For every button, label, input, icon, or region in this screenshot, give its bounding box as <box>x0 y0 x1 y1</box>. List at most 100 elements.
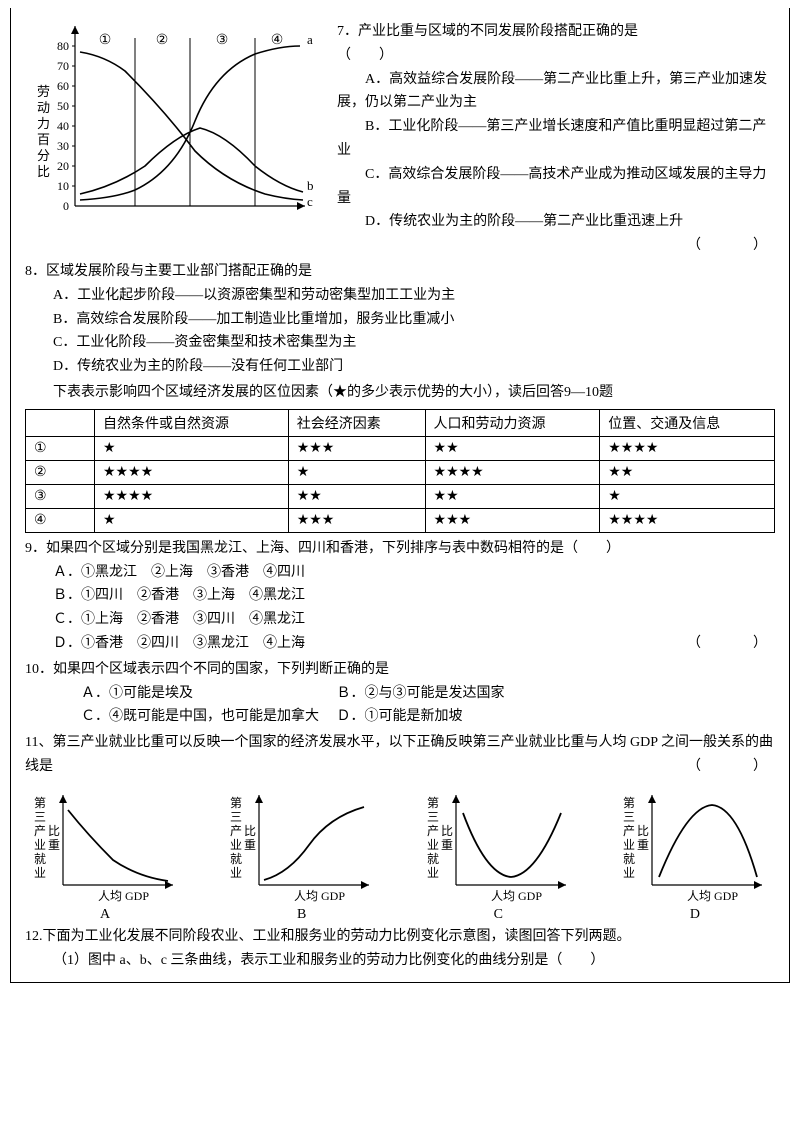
opt-label-a: A <box>25 907 185 923</box>
q9-d: Ｄ．①香港 ②四川 ③黑龙江 ④上海 <box>53 636 305 651</box>
intro-9-10: 下表表示影响四个区域经济发展的区位因素（★的多少表示优势的大小），读后回答9—1… <box>25 381 775 405</box>
table-cell: ★★★★ <box>425 460 600 484</box>
table-cell: ★★★★ <box>600 508 775 532</box>
q9-paren: （ ） <box>659 632 775 656</box>
svg-text:三: 三 <box>623 810 635 824</box>
q9-a: Ａ．①黑龙江 ②上海 ③香港 ④四川 <box>25 561 775 585</box>
opt-label-d: D <box>615 907 775 923</box>
table-cell: ③ <box>26 484 95 508</box>
table-cell: ★★★★ <box>600 436 775 460</box>
svg-text:比: 比 <box>48 824 60 838</box>
svg-text:劳: 劳 <box>37 84 50 99</box>
q9-b: Ｂ．①四川 ②香港 ③上海 ④黑龙江 <box>25 584 775 608</box>
svg-text:40: 40 <box>57 119 69 133</box>
svg-text:①: ① <box>99 33 112 48</box>
svg-text:业: 业 <box>427 838 439 852</box>
table-cell: ★★★ <box>425 508 600 532</box>
svg-text:比: 比 <box>37 164 50 179</box>
th-econ: 社会经济因素 <box>288 409 425 436</box>
question-11: 11、第三产业就业比重可以反映一个国家的经济发展水平，以下正确反映第三产业就业比… <box>25 731 775 779</box>
svg-text:c: c <box>307 194 313 209</box>
svg-text:分: 分 <box>37 148 50 163</box>
question-12: 12.下面为工业化发展不同阶段农业、工业和服务业的劳动力比例变化示意图，读图回答… <box>25 925 775 973</box>
svg-text:70: 70 <box>57 59 69 73</box>
svg-text:重: 重 <box>48 838 60 852</box>
svg-text:业: 业 <box>230 866 242 880</box>
q9-c: Ｃ．①上海 ②香港 ③四川 ④黑龙江 <box>25 608 775 632</box>
svg-text:业: 业 <box>427 866 439 880</box>
q7-paren: （ ） <box>337 48 393 63</box>
svg-text:业: 业 <box>230 838 242 852</box>
svg-text:就: 就 <box>230 852 242 866</box>
svg-text:人均 GDP: 人均 GDP <box>98 889 149 903</box>
svg-text:产: 产 <box>230 824 242 838</box>
q8-b: B．高效综合发展阶段——加工制造业比重增加，服务业比重减小 <box>25 308 775 332</box>
table-cell: ★ <box>95 436 289 460</box>
opt-label-c: C <box>418 907 578 923</box>
th-pop: 人口和劳动力资源 <box>425 409 600 436</box>
th-loc: 位置、交通及信息 <box>600 409 775 436</box>
svg-text:产: 产 <box>427 824 439 838</box>
table-cell: ★★ <box>600 460 775 484</box>
svg-text:三: 三 <box>230 810 242 824</box>
q12-sub1: （1）图中 a、b、c 三条曲线，表示工业和服务业的劳动力比例变化的曲线分别是（… <box>25 949 775 973</box>
svg-text:50: 50 <box>57 99 69 113</box>
table-cell: ★★ <box>425 484 600 508</box>
svg-text:就: 就 <box>427 852 439 866</box>
table-row: ①★★★★★★★★★★ <box>26 436 775 460</box>
question-9: 9．如果四个区域分别是我国黑龙江、上海、四川和香港，下列排序与表中数码相符的是（… <box>25 537 775 656</box>
svg-text:60: 60 <box>57 79 69 93</box>
svg-text:业: 业 <box>34 866 46 880</box>
mini-chart-a: 第三产业就业 比重 人均 GDP A <box>25 785 185 923</box>
svg-text:重: 重 <box>244 838 256 852</box>
q10-b: Ｂ．②与③可能是发达国家 <box>337 686 505 701</box>
svg-text:20: 20 <box>57 159 69 173</box>
svg-text:产: 产 <box>623 824 635 838</box>
svg-text:第: 第 <box>427 796 439 810</box>
q10-c: Ｃ．④既可能是中国，也可能是加拿大 <box>53 705 333 729</box>
svg-text:a: a <box>307 32 313 47</box>
q7-stem: 7．产业比重与区域的不同发展阶段搭配正确的是 <box>337 24 638 39</box>
svg-text:动: 动 <box>37 100 50 115</box>
table-cell: ★★ <box>425 436 600 460</box>
svg-text:第: 第 <box>34 796 46 810</box>
svg-text:30: 30 <box>57 139 69 153</box>
question-8: 8．区域发展阶段与主要工业部门搭配正确的是 A．工业化起步阶段——以资源密集型和… <box>25 260 775 379</box>
svg-text:0: 0 <box>63 199 69 213</box>
q12-stem: 12.下面为工业化发展不同阶段农业、工业和服务业的劳动力比例变化示意图，读图回答… <box>25 925 775 949</box>
table-cell: ★ <box>288 460 425 484</box>
svg-text:三: 三 <box>427 810 439 824</box>
q8-d: D．传统农业为主的阶段——没有任何工业部门 <box>25 355 775 379</box>
mini-chart-c: 第三产业就业 比重 人均 GDP C <box>418 785 578 923</box>
table-cell: ★ <box>95 508 289 532</box>
q7-c: C．高效综合发展阶段——高技术产业成为推动区域发展的主导力量 <box>337 167 766 206</box>
svg-text:b: b <box>307 178 314 193</box>
q11-stem: 11、第三产业就业比重可以反映一个国家的经济发展水平，以下正确反映第三产业就业比… <box>25 735 773 774</box>
th-blank <box>26 409 95 436</box>
svg-text:产: 产 <box>34 824 46 838</box>
svg-text:业: 业 <box>623 866 635 880</box>
q10-a: Ａ．①可能是埃及 <box>53 682 333 706</box>
table-cell: ★★ <box>288 484 425 508</box>
q11-paren: （ ） <box>687 755 775 779</box>
q11-charts: 第三产业就业 比重 人均 GDP A 第三产业就业 比重 <box>25 785 775 923</box>
table-cell: ② <box>26 460 95 484</box>
question-7: 7．产业比重与区域的不同发展阶段搭配正确的是 （ ） A．高效益综合发展阶段——… <box>337 16 775 258</box>
star-table: 自然条件或自然资源 社会经济因素 人口和劳动力资源 位置、交通及信息 ①★★★★… <box>25 409 775 533</box>
svg-text:重: 重 <box>637 838 649 852</box>
svg-text:业: 业 <box>623 838 635 852</box>
svg-text:②: ② <box>156 33 169 48</box>
q8-c: C．工业化阶段——资金密集型和技术密集型为主 <box>25 331 775 355</box>
svg-text:人均 GDP: 人均 GDP <box>687 889 738 903</box>
svg-text:第: 第 <box>230 796 242 810</box>
svg-text:人均 GDP: 人均 GDP <box>491 889 542 903</box>
svg-text:比: 比 <box>441 824 453 838</box>
svg-text:④: ④ <box>271 33 284 48</box>
table-cell: ★★★★ <box>95 484 289 508</box>
svg-text:就: 就 <box>34 852 46 866</box>
q7-d-paren: （ ） <box>659 234 775 258</box>
svg-text:就: 就 <box>623 852 635 866</box>
table-row: ②★★★★★★★★★★★ <box>26 460 775 484</box>
q10-d: Ｄ．①可能是新加坡 <box>337 709 463 724</box>
svg-text:第: 第 <box>623 796 635 810</box>
